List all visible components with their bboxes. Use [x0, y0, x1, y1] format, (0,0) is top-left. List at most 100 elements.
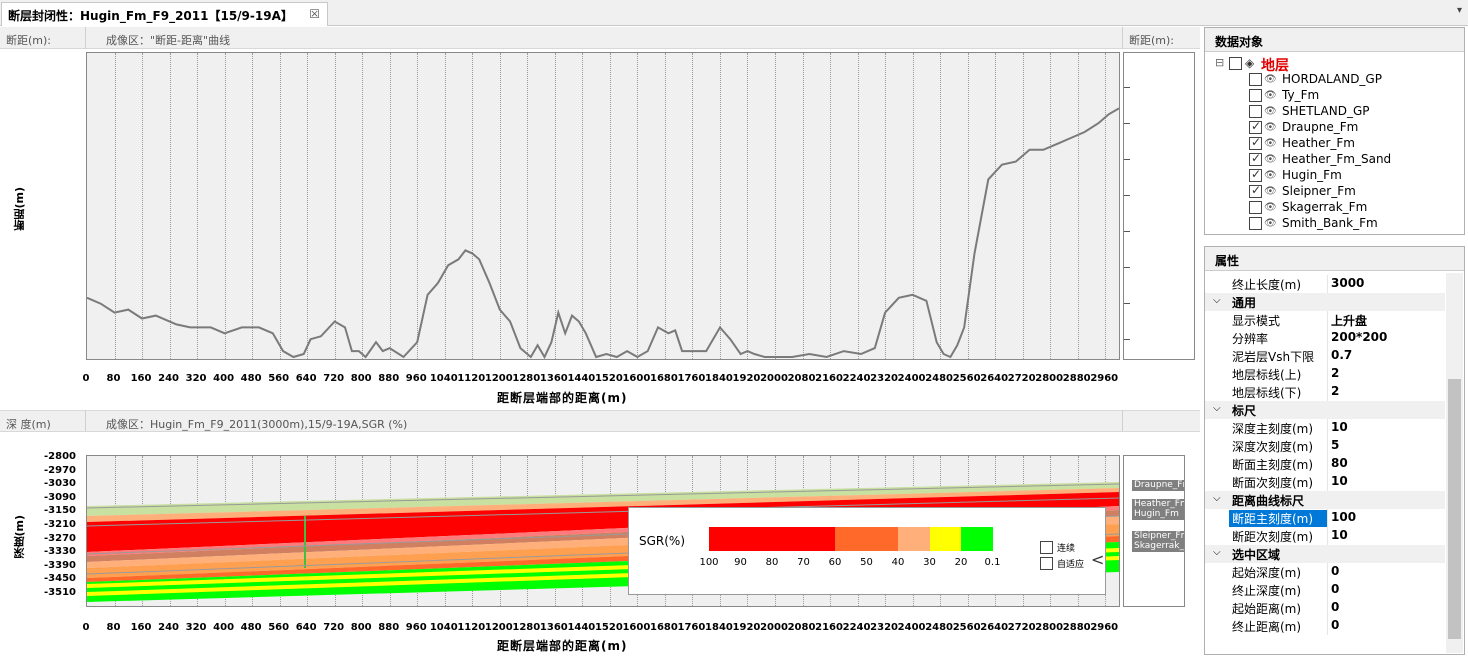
chevron-down-icon[interactable]: ⌵: [1213, 493, 1221, 504]
tree-item[interactable]: 👁 Skagerrak_Fm: [1249, 200, 1449, 216]
property-value[interactable]: 5: [1331, 438, 1340, 452]
property-row[interactable]: 终止长度(m) 3000: [1205, 275, 1445, 293]
property-row[interactable]: 地层标线(上) 2: [1205, 365, 1445, 383]
tree-item-checkbox[interactable]: [1249, 217, 1262, 230]
tree-item-checkbox[interactable]: [1249, 119, 1262, 134]
property-value[interactable]: 200*200: [1331, 330, 1388, 344]
visibility-icon[interactable]: 👁: [1264, 90, 1277, 101]
property-row[interactable]: 起始距离(m) 0: [1205, 599, 1445, 617]
property-value[interactable]: 上升盘: [1331, 314, 1368, 328]
horizon-tag[interactable]: Skagerrak_Fm: [1132, 541, 1184, 552]
chevron-down-icon[interactable]: ⌵: [1213, 547, 1221, 558]
property-row[interactable]: 深度次刻度(m) 5: [1205, 437, 1445, 455]
property-value[interactable]: 0: [1331, 582, 1340, 596]
property-category[interactable]: ⌵ 距离曲线标尺: [1205, 491, 1445, 509]
close-icon[interactable]: ☒: [309, 7, 320, 21]
property-value[interactable]: 0: [1331, 600, 1340, 614]
property-value[interactable]: 10: [1331, 528, 1348, 542]
visibility-icon[interactable]: 👁: [1264, 106, 1277, 117]
property-row[interactable]: 起始深度(m) 0: [1205, 563, 1445, 581]
property-row[interactable]: 泥岩层Vsh下限 0.7: [1205, 347, 1445, 365]
properties-scrollbar[interactable]: [1446, 273, 1463, 653]
chevron-down-icon[interactable]: ⌵: [1213, 403, 1221, 414]
visibility-icon[interactable]: 👁: [1264, 138, 1277, 149]
visibility-icon[interactable]: 👁: [1264, 154, 1277, 165]
property-row[interactable]: 终止深度(m) 0: [1205, 581, 1445, 599]
document-tab[interactable]: 断层封闭性：Hugin_Fm_F9_2011【15/9-19A】 ☒: [1, 2, 328, 26]
legend-tick: 20: [954, 557, 968, 568]
grid-line: [472, 53, 474, 359]
property-value[interactable]: 0.7: [1331, 348, 1353, 362]
tree-item[interactable]: 👁 Smith_Bank_Fm: [1249, 216, 1449, 232]
property-value[interactable]: 10: [1331, 474, 1348, 488]
tree-item-checkbox[interactable]: [1249, 167, 1262, 182]
property-row[interactable]: 断面次刻度(m) 10: [1205, 473, 1445, 491]
property-category[interactable]: ⌵ 通用: [1205, 293, 1445, 311]
y-tick-label: -3030: [44, 478, 76, 490]
tree-item-checkbox[interactable]: [1249, 151, 1262, 166]
root-checkbox[interactable]: [1229, 57, 1242, 70]
horizon-tag[interactable]: Hugin_Fm: [1132, 509, 1184, 520]
property-row[interactable]: 终止距离(m) 0: [1205, 617, 1445, 635]
horizon-tag[interactable]: Draupne_Fm: [1132, 480, 1184, 491]
tree-root[interactable]: ⊟ ◈ 地层: [1215, 56, 1335, 74]
tree-item[interactable]: 👁 Draupne_Fm: [1249, 119, 1449, 136]
grid-line: [334, 53, 336, 359]
property-value[interactable]: 10: [1331, 420, 1348, 434]
tree-item-checkbox[interactable]: [1249, 183, 1262, 198]
tree-item[interactable]: 👁 Heather_Fm: [1249, 135, 1449, 152]
tree-item[interactable]: 👁 Sleipner_Fm: [1249, 183, 1449, 200]
continuous-checkbox[interactable]: [1040, 541, 1053, 554]
chevron-down-icon[interactable]: ⌵: [1213, 295, 1221, 306]
property-value[interactable]: 2: [1331, 384, 1340, 398]
x-tick-label: 2000: [760, 622, 788, 633]
property-row[interactable]: 深度主刻度(m) 10: [1205, 419, 1445, 437]
tree-item[interactable]: 👁 HORDALAND_GP: [1249, 72, 1449, 88]
property-value[interactable]: 3000: [1331, 276, 1365, 290]
collapse-legend-icon[interactable]: <: [1091, 550, 1105, 569]
property-value[interactable]: 0: [1331, 564, 1340, 578]
visibility-icon[interactable]: 👁: [1264, 202, 1277, 213]
grid-divider: [1327, 419, 1328, 437]
visibility-icon[interactable]: 👁: [1264, 170, 1277, 181]
property-value[interactable]: 2: [1331, 366, 1340, 380]
x-tick-label: 2320: [870, 373, 898, 384]
x-tick-label: 2000: [760, 373, 788, 384]
property-row[interactable]: 分辨率 200*200: [1205, 329, 1445, 347]
grid-line: [802, 53, 804, 359]
tree-collapse-icon[interactable]: ⊟: [1215, 56, 1225, 69]
property-row[interactable]: 断面主刻度(m) 80: [1205, 455, 1445, 473]
tree-item[interactable]: 👁 Heather_Fm_Sand: [1249, 151, 1449, 168]
horizon-tag[interactable]: Sleipner_Fm: [1132, 531, 1184, 542]
x-tick-label: 1840: [705, 622, 733, 633]
property-row[interactable]: 地层标线(下) 2: [1205, 383, 1445, 401]
property-category[interactable]: ⌵ 选中区域: [1205, 545, 1445, 563]
visibility-icon[interactable]: 👁: [1264, 74, 1277, 85]
visibility-icon[interactable]: 👁: [1264, 218, 1277, 229]
tree-item[interactable]: 👁 SHETLAND_GP: [1249, 104, 1449, 120]
throw-distance-plot[interactable]: [86, 52, 1120, 360]
tree-item-checkbox[interactable]: [1249, 135, 1262, 150]
property-value[interactable]: 100: [1331, 510, 1357, 524]
chevron-down-icon[interactable]: ▾: [1456, 5, 1462, 16]
property-category[interactable]: ⌵ 标尺: [1205, 401, 1445, 419]
tree-item-checkbox[interactable]: [1249, 105, 1262, 118]
horizon-tag[interactable]: Heather_Fm: [1132, 499, 1184, 510]
property-key: 断面次刻度(m): [1232, 476, 1314, 490]
visibility-icon[interactable]: 👁: [1264, 186, 1277, 197]
x-tick-label: 960: [405, 373, 427, 384]
property-row[interactable]: 显示模式 上升盘: [1205, 311, 1445, 329]
property-value[interactable]: 0: [1331, 618, 1340, 632]
tree-item-checkbox[interactable]: [1249, 201, 1262, 214]
tree-item-checkbox[interactable]: [1249, 73, 1262, 86]
scrollbar-thumb[interactable]: [1448, 379, 1461, 639]
tree-item-checkbox[interactable]: [1249, 89, 1262, 102]
legend-swatch: [835, 527, 867, 551]
visibility-icon[interactable]: 👁: [1264, 122, 1277, 133]
property-value[interactable]: 80: [1331, 456, 1348, 470]
adaptive-checkbox[interactable]: [1040, 557, 1053, 570]
property-row[interactable]: 断距主刻度(m) 100: [1205, 509, 1445, 527]
property-row[interactable]: 断距次刻度(m) 10: [1205, 527, 1445, 545]
tree-item[interactable]: 👁 Hugin_Fm: [1249, 167, 1449, 184]
tree-item[interactable]: 👁 Ty_Fm: [1249, 88, 1449, 104]
